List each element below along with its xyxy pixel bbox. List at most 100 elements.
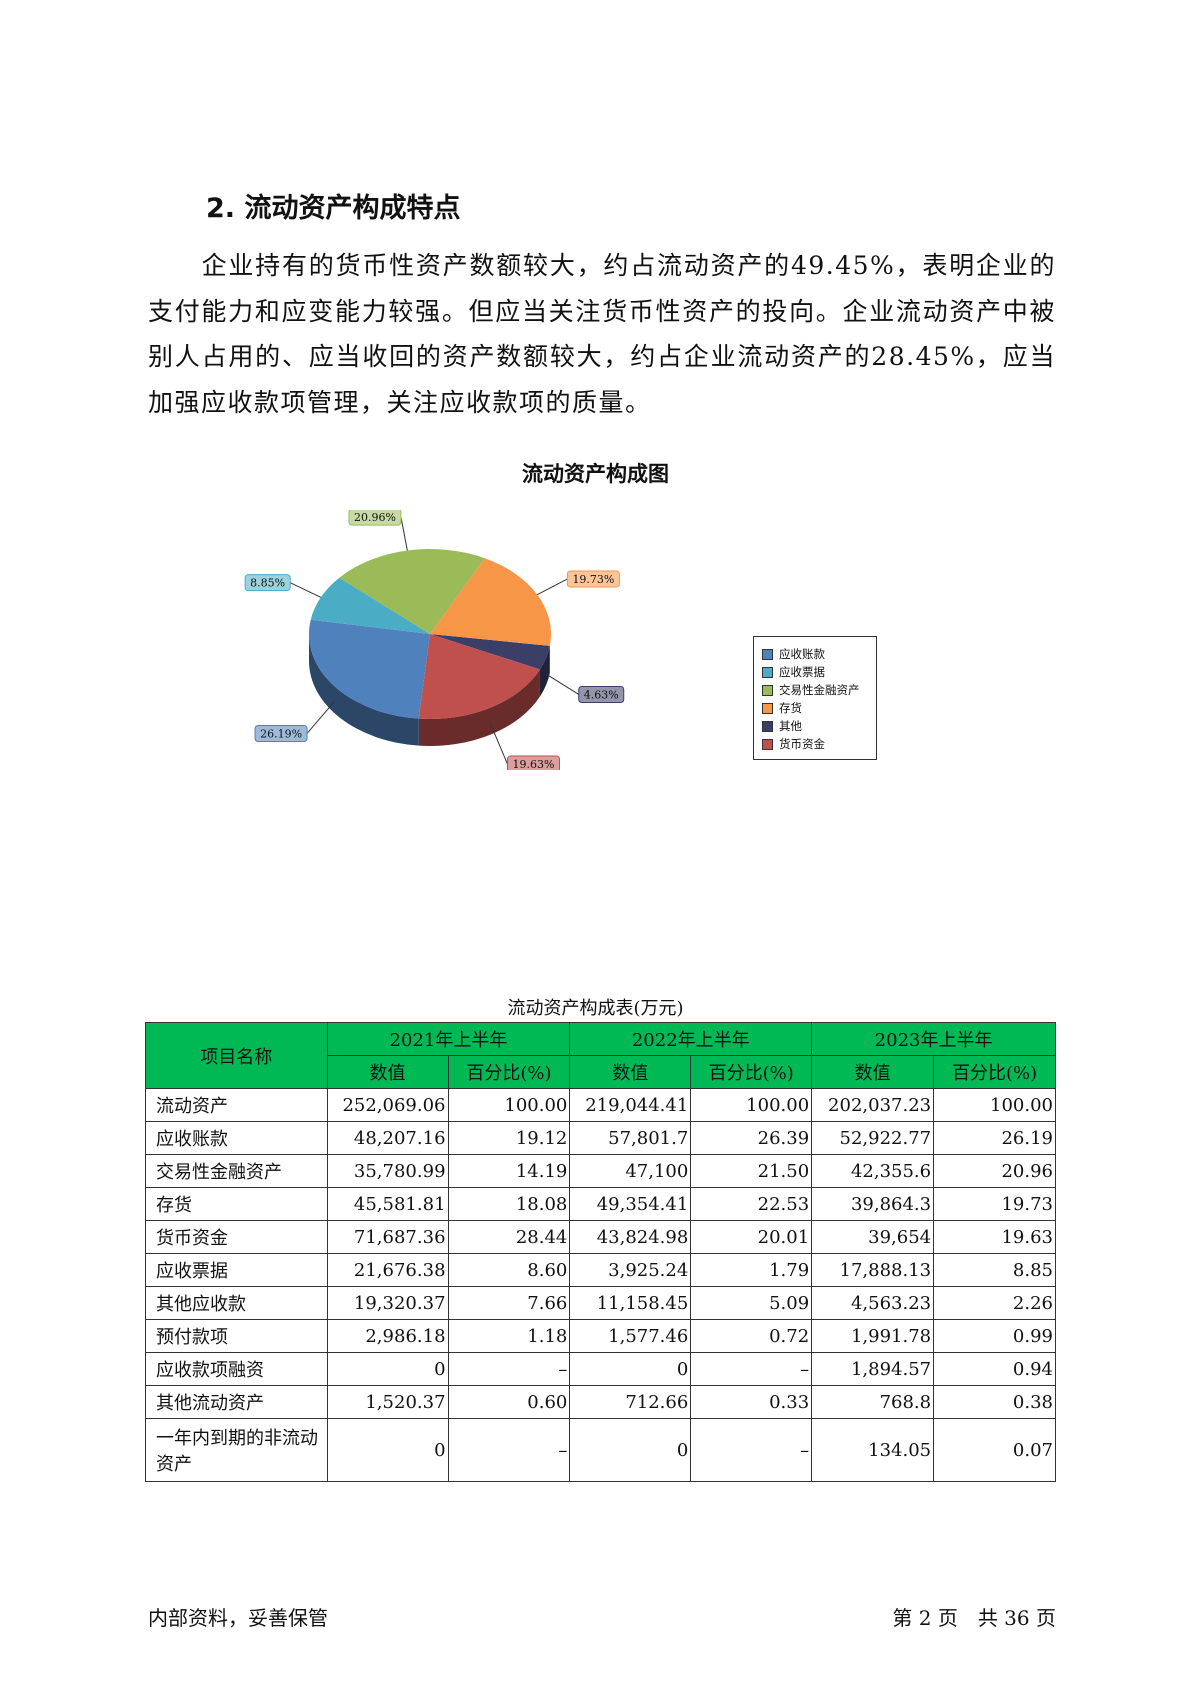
legend-swatch bbox=[762, 666, 773, 678]
cell-value: 48,207.16 bbox=[326, 1121, 449, 1155]
data-label-box bbox=[566, 570, 620, 588]
cell-value: 100.00 bbox=[690, 1088, 813, 1122]
legend-item: 应收票据 bbox=[762, 663, 876, 681]
legend-label: 货币资金 bbox=[779, 737, 825, 751]
label-leader bbox=[490, 723, 508, 765]
cell-value: 19.73 bbox=[933, 1187, 1056, 1221]
legend-item: 其他 bbox=[762, 717, 876, 735]
cell-value: – bbox=[690, 1352, 813, 1386]
cell-value: – bbox=[447, 1352, 571, 1386]
cell-item: 其他应收款 bbox=[145, 1286, 328, 1320]
label-leader bbox=[306, 701, 335, 734]
data-label-box bbox=[506, 755, 560, 770]
header-sub: 百分比(%) bbox=[447, 1055, 571, 1089]
legend-label: 交易性金融资产 bbox=[779, 683, 860, 697]
table-row: 应收款项融资 0–0–1,894.57 0.94 bbox=[145, 1352, 1056, 1386]
header-year: 2023年上半年 bbox=[811, 1022, 1056, 1056]
legend-swatch bbox=[762, 702, 773, 714]
cell-value: 134.05 bbox=[811, 1418, 935, 1482]
data-label-box bbox=[348, 510, 402, 526]
cell-value: 0.38 bbox=[933, 1385, 1056, 1419]
table-row: 交易性金融资产 35,780.99 14.19 47,100 21.50 42,355.6… bbox=[145, 1154, 1056, 1188]
label-leader bbox=[545, 673, 580, 695]
pie-slice bbox=[309, 619, 430, 719]
data-label-box bbox=[244, 574, 291, 592]
cell-value: 0.72 bbox=[690, 1319, 813, 1353]
data-label: 8.85% bbox=[250, 577, 285, 590]
cell-value: – bbox=[690, 1418, 813, 1482]
cell-value: 52,922.77 bbox=[811, 1121, 935, 1155]
cell-value: 1,894.57 bbox=[811, 1352, 935, 1386]
table-row: 其他应收款 19,320.37 7.66 11,158.45 5.09 4,563.23 2… bbox=[145, 1286, 1056, 1320]
pie-slice bbox=[310, 577, 430, 634]
cell-value: 1,577.46 bbox=[569, 1319, 692, 1353]
cell-value: 0.99 bbox=[933, 1319, 1056, 1353]
cell-value: 0.94 bbox=[933, 1352, 1056, 1386]
cell-value: 2,986.18 bbox=[326, 1319, 449, 1353]
body-paragraph: 企业持有的货币性资产数额较大，约占流动资产的49.45%，表明企业的支付能力和应… bbox=[148, 243, 1056, 425]
cell-item: 货币资金 bbox=[145, 1220, 328, 1254]
section-heading: 2. 流动资产构成特点 bbox=[206, 193, 461, 224]
paragraph-text: 企业持有的货币性资产数额较大，约占流动资产的49.45%，表明企业的支付能力和应… bbox=[148, 251, 1056, 417]
header-sub: 数值 bbox=[326, 1055, 449, 1089]
header-sub: 百分比(%) bbox=[933, 1055, 1056, 1089]
legend-item: 货币资金 bbox=[762, 735, 876, 753]
header-sub: 数值 bbox=[811, 1055, 935, 1089]
cell-value: – bbox=[447, 1418, 571, 1482]
page-number: 第 2 页 共 36 页 bbox=[892, 1606, 1056, 1630]
legend-swatch bbox=[762, 720, 773, 732]
cell-value: 35,780.99 bbox=[326, 1154, 449, 1188]
data-label: 4.63% bbox=[584, 688, 619, 701]
cell-value: 202,037.23 bbox=[811, 1088, 935, 1122]
cell-item: 流动资产 bbox=[145, 1088, 328, 1122]
header-year: 2022年上半年 bbox=[569, 1022, 813, 1056]
pie-side-4 bbox=[539, 645, 550, 697]
cell-value: 42,355.6 bbox=[811, 1154, 935, 1188]
current-assets-table: 项目名称 2021年上半年 2022年上半年 2023年上半年 数值 百分比(%)… bbox=[145, 1022, 1056, 1482]
cell-value: 14.19 bbox=[447, 1154, 571, 1188]
cell-value: 18.08 bbox=[447, 1187, 571, 1221]
table-row: 应收账款 48,207.16 19.12 57,801.7 26.39 52,922.77… bbox=[145, 1121, 1056, 1155]
legend-item: 交易性金融资产 bbox=[762, 681, 876, 699]
cell-value: 0.07 bbox=[933, 1418, 1056, 1482]
cell-value: 768.8 bbox=[811, 1385, 935, 1419]
table-row: 货币资金 71,687.36 28.44 43,824.98 20.01 39,654 19… bbox=[145, 1220, 1056, 1254]
legend-swatch bbox=[762, 738, 773, 750]
table-row: 其他流动资产 1,520.37 0.60 712.66 0.33 768.8 0.38 bbox=[145, 1385, 1056, 1419]
cell-value: 2.26 bbox=[933, 1286, 1056, 1320]
cell-value: 47,100 bbox=[569, 1154, 692, 1188]
cell-value: 39,864.3 bbox=[811, 1187, 935, 1221]
cell-value: 8.60 bbox=[447, 1253, 571, 1287]
cell-value: 28.44 bbox=[447, 1220, 571, 1254]
legend-swatch bbox=[762, 684, 773, 696]
pie-slice bbox=[430, 634, 550, 670]
legend-label: 其他 bbox=[779, 719, 802, 733]
cell-value: 1,520.37 bbox=[326, 1385, 449, 1419]
header-item: 项目名称 bbox=[145, 1022, 328, 1089]
cell-value: 43,824.98 bbox=[569, 1220, 692, 1254]
label-leader bbox=[289, 582, 322, 598]
pie-side-5 bbox=[418, 669, 540, 746]
cell-item: 应收账款 bbox=[145, 1121, 328, 1155]
data-label: 20.96% bbox=[354, 511, 396, 524]
cell-item: 其他流动资产 bbox=[145, 1385, 328, 1419]
table-row: 一年内到期的非流动资产 0–0–134.05 0.07 bbox=[145, 1418, 1056, 1482]
data-label: 26.19% bbox=[260, 727, 302, 740]
cell-value: 0 bbox=[326, 1352, 449, 1386]
cell-value: 0 bbox=[326, 1418, 449, 1482]
label-leader bbox=[400, 517, 408, 551]
table-caption: 流动资产构成表(万元) bbox=[507, 998, 684, 1019]
header-sub: 数值 bbox=[569, 1055, 692, 1089]
cell-value: 26.19 bbox=[933, 1121, 1056, 1155]
cell-item: 应收票据 bbox=[145, 1253, 328, 1287]
legend-swatch bbox=[762, 648, 773, 660]
cell-value: 8.85 bbox=[933, 1253, 1056, 1287]
table-row: 应收票据 21,676.38 8.60 3,925.24 1.79 17,888.13 8.… bbox=[145, 1253, 1056, 1287]
table-row: 存货 45,581.81 18.08 49,354.41 22.53 39,864.3 19… bbox=[145, 1187, 1056, 1221]
header-sub: 百分比(%) bbox=[690, 1055, 813, 1089]
cell-value: 3,925.24 bbox=[569, 1253, 692, 1287]
cell-value: 21,676.38 bbox=[326, 1253, 449, 1287]
cell-value: 1.18 bbox=[447, 1319, 571, 1353]
cell-value: 0.33 bbox=[690, 1385, 813, 1419]
